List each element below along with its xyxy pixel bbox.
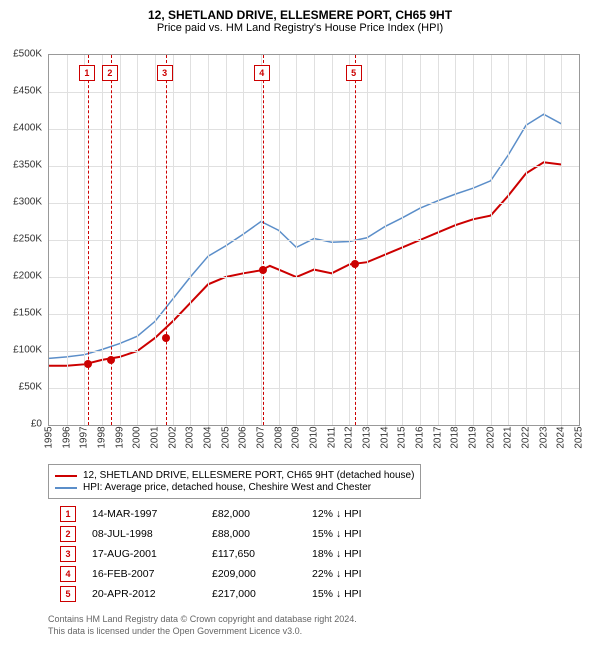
- row-date: 14-MAR-1997: [92, 508, 212, 520]
- legend-label: HPI: Average price, detached house, Ches…: [83, 482, 371, 493]
- y-tick-label: £250K: [2, 234, 42, 245]
- footer: Contains HM Land Registry data © Crown c…: [48, 614, 357, 637]
- row-number-box: 5: [60, 586, 76, 602]
- page-title: 12, SHETLAND DRIVE, ELLESMERE PORT, CH65…: [0, 0, 600, 22]
- table-row: 4 16-FEB-2007£209,00022% ↓ HPI: [60, 564, 412, 584]
- chart-legend: 12, SHETLAND DRIVE, ELLESMERE PORT, CH65…: [48, 464, 421, 499]
- x-tick-label: 2016: [415, 423, 426, 453]
- row-number-box: 4: [60, 566, 76, 582]
- row-price: £88,000: [212, 528, 312, 540]
- marker-line: [263, 55, 264, 425]
- row-number-box: 3: [60, 546, 76, 562]
- row-hpi: 15% ↓ HPI: [312, 588, 412, 600]
- sale-point-dot: [162, 334, 170, 342]
- marker-line: [355, 55, 356, 425]
- x-tick-label: 2004: [203, 423, 214, 453]
- row-hpi: 12% ↓ HPI: [312, 508, 412, 520]
- series-line: [49, 162, 561, 365]
- x-tick-label: 1997: [79, 423, 90, 453]
- marker-number-box: 1: [79, 65, 95, 81]
- marker-line: [111, 55, 112, 425]
- row-price: £217,000: [212, 588, 312, 600]
- x-tick-label: 2022: [521, 423, 532, 453]
- row-date: 17-AUG-2001: [92, 548, 212, 560]
- x-tick-label: 1998: [97, 423, 108, 453]
- y-tick-label: £300K: [2, 197, 42, 208]
- series-line: [49, 114, 561, 358]
- x-tick-label: 2012: [344, 423, 355, 453]
- row-price: £209,000: [212, 568, 312, 580]
- y-tick-label: £100K: [2, 345, 42, 356]
- x-tick-label: 2011: [326, 423, 337, 453]
- marker-number-box: 3: [157, 65, 173, 81]
- x-tick-label: 2018: [450, 423, 461, 453]
- x-tick-label: 2024: [556, 423, 567, 453]
- y-tick-label: £200K: [2, 271, 42, 282]
- row-date: 16-FEB-2007: [92, 568, 212, 580]
- x-tick-label: 2020: [485, 423, 496, 453]
- footer-line1: Contains HM Land Registry data © Crown c…: [48, 614, 357, 626]
- page-subtitle: Price paid vs. HM Land Registry's House …: [0, 22, 600, 38]
- x-tick-label: 1999: [114, 423, 125, 453]
- y-tick-label: £150K: [2, 308, 42, 319]
- x-tick-label: 2001: [150, 423, 161, 453]
- sale-point-dot: [259, 266, 267, 274]
- x-tick-label: 1995: [44, 423, 55, 453]
- sale-point-dot: [84, 360, 92, 368]
- marker-number-box: 5: [346, 65, 362, 81]
- chart-plot-area: 1995199619971998199920002001200220032004…: [48, 54, 580, 426]
- marker-line: [88, 55, 89, 425]
- table-row: 1 14-MAR-1997£82,00012% ↓ HPI: [60, 504, 412, 524]
- row-price: £82,000: [212, 508, 312, 520]
- row-hpi: 22% ↓ HPI: [312, 568, 412, 580]
- legend-item: 12, SHETLAND DRIVE, ELLESMERE PORT, CH65…: [55, 470, 414, 481]
- x-tick-label: 2023: [538, 423, 549, 453]
- x-tick-label: 2015: [397, 423, 408, 453]
- row-date: 20-APR-2012: [92, 588, 212, 600]
- row-date: 08-JUL-1998: [92, 528, 212, 540]
- y-tick-label: £400K: [2, 123, 42, 134]
- table-row: 2 08-JUL-1998£88,00015% ↓ HPI: [60, 524, 412, 544]
- y-tick-label: £0: [2, 419, 42, 430]
- row-hpi: 15% ↓ HPI: [312, 528, 412, 540]
- y-tick-label: £500K: [2, 49, 42, 60]
- sale-point-dot: [351, 260, 359, 268]
- y-tick-label: £350K: [2, 160, 42, 171]
- x-tick-label: 2013: [362, 423, 373, 453]
- x-tick-label: 2014: [379, 423, 390, 453]
- sale-point-dot: [107, 356, 115, 364]
- x-tick-label: 2002: [167, 423, 178, 453]
- x-tick-label: 2025: [574, 423, 585, 453]
- x-tick-label: 1996: [61, 423, 72, 453]
- x-tick-label: 2003: [185, 423, 196, 453]
- table-row: 5 20-APR-2012£217,00015% ↓ HPI: [60, 584, 412, 604]
- row-hpi: 18% ↓ HPI: [312, 548, 412, 560]
- legend-swatch: [55, 475, 77, 477]
- row-number-box: 1: [60, 506, 76, 522]
- x-tick-label: 2007: [256, 423, 267, 453]
- y-tick-label: £450K: [2, 86, 42, 97]
- table-row: 3 17-AUG-2001£117,65018% ↓ HPI: [60, 544, 412, 564]
- marker-line: [166, 55, 167, 425]
- marker-number-box: 4: [254, 65, 270, 81]
- x-tick-label: 2009: [291, 423, 302, 453]
- x-tick-label: 2019: [468, 423, 479, 453]
- x-tick-label: 2005: [220, 423, 231, 453]
- x-tick-label: 2010: [309, 423, 320, 453]
- x-tick-label: 2021: [503, 423, 514, 453]
- marker-number-box: 2: [102, 65, 118, 81]
- legend-label: 12, SHETLAND DRIVE, ELLESMERE PORT, CH65…: [83, 470, 414, 481]
- sales-table: 1 14-MAR-1997£82,00012% ↓ HPI 2 08-JUL-1998…: [60, 504, 412, 604]
- x-tick-label: 2017: [432, 423, 443, 453]
- y-tick-label: £50K: [2, 382, 42, 393]
- x-tick-label: 2008: [273, 423, 284, 453]
- legend-item: HPI: Average price, detached house, Ches…: [55, 482, 414, 493]
- row-number-box: 2: [60, 526, 76, 542]
- x-tick-label: 2006: [238, 423, 249, 453]
- legend-swatch: [55, 487, 77, 489]
- row-price: £117,650: [212, 548, 312, 560]
- x-tick-label: 2000: [132, 423, 143, 453]
- footer-line2: This data is licensed under the Open Gov…: [48, 626, 357, 638]
